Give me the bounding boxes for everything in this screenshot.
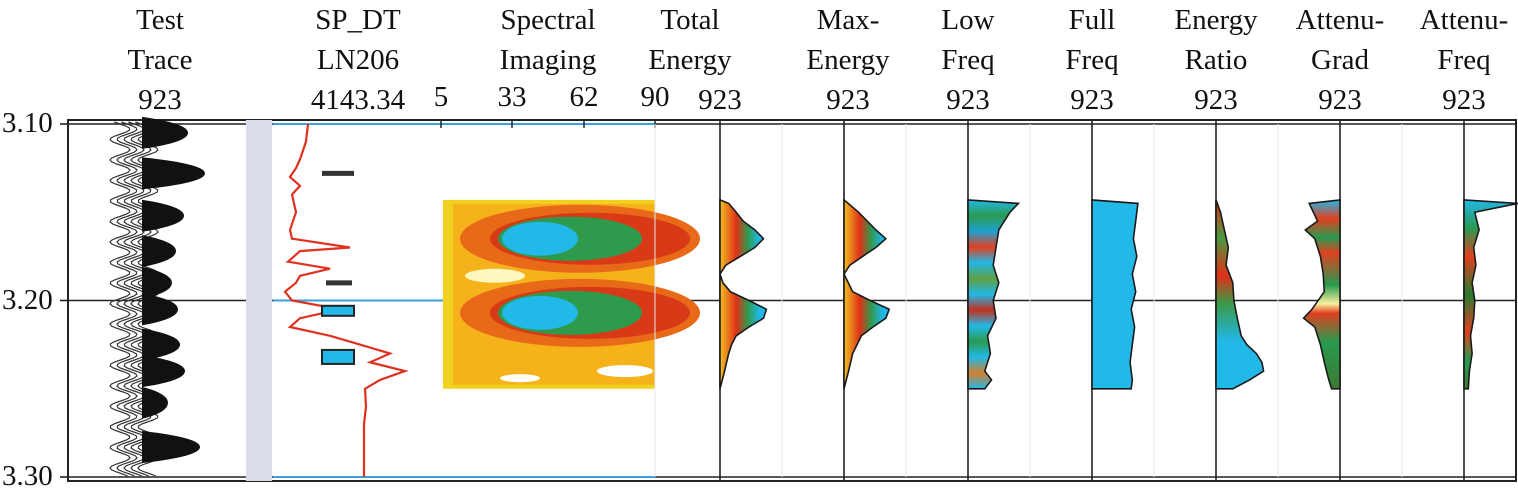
header-attenu-grad: Attenu- Grad 923 (1270, 0, 1410, 120)
header-line: Attenu- (1295, 4, 1385, 36)
header-line: Trace (127, 44, 193, 76)
header-attenu-freq: Attenu- Freq 923 (1394, 0, 1518, 120)
trace-lobe (142, 293, 178, 326)
header-full-freq: Full Freq 923 (1022, 0, 1162, 120)
spectral-highlight (500, 374, 540, 383)
trace-lobe (142, 430, 200, 463)
sp-dt-curve (283, 123, 409, 477)
header-line: Grad (1311, 44, 1369, 76)
attenu-grad-profile (1302, 199, 1341, 390)
energy-ratio-profile (1215, 199, 1265, 390)
header-low-freq: Low Freq 923 (898, 0, 1038, 120)
trace-lobe (142, 266, 172, 299)
freq-tick-label: 33 (497, 81, 527, 113)
header-sp-dt: SP_DT LN206 4143.34 (288, 0, 428, 120)
spectral-imaging-track (443, 199, 700, 389)
header-line: Full (1068, 4, 1116, 36)
trace-lobe (142, 199, 184, 232)
depth-tick-label: 3.30 (2, 460, 53, 492)
test-trace-track (109, 116, 205, 477)
trace-wiggle (116, 121, 138, 477)
trace-wiggle (109, 121, 131, 477)
trace-lobe (142, 157, 205, 190)
freq-tick-label: 90 (640, 81, 670, 113)
depth-tick-label: 3.10 (2, 107, 53, 139)
header-line: 4143.34 (310, 84, 406, 116)
spectral-highlight (465, 268, 525, 283)
header-line: SP_DT (315, 4, 401, 36)
header-line: 923 (826, 84, 870, 116)
full-freq-profile (1091, 199, 1139, 390)
header-line: Freq (1065, 44, 1119, 76)
header-line: Max- (816, 4, 880, 36)
trace-lobe (142, 386, 168, 419)
header-test-trace: Test Trace 923 (90, 0, 230, 120)
header-line: Ratio (1184, 44, 1248, 76)
header-line: Low (941, 4, 995, 36)
header-line: LN206 (316, 44, 400, 76)
header-line: Freq (1437, 44, 1491, 76)
header-energy-ratio: Energy Ratio 923 (1146, 0, 1286, 120)
max-energy-profile (843, 198, 891, 390)
header-line: 923 (698, 84, 742, 116)
header-line: 923 (1194, 84, 1238, 116)
spectral-lower-core (502, 295, 578, 330)
total-energy-profile (719, 198, 768, 390)
header-line: 923 (1442, 84, 1486, 116)
trace-lobe (142, 328, 180, 361)
header-total-energy: Total Energy 923 (620, 0, 760, 120)
header-line: Energy (806, 44, 890, 76)
header-line: Freq (941, 44, 995, 76)
depth-tick-label: 3.20 (2, 283, 53, 316)
sp-marker-box (321, 304, 355, 317)
header-line: Test (136, 4, 184, 36)
header-line: Spectral (500, 4, 596, 36)
header-line: 923 (138, 84, 182, 116)
sp-marker-box (321, 348, 355, 365)
header-line: 923 (946, 84, 990, 116)
trace-lobe (142, 355, 185, 388)
header-max-energy: Max- Energy 923 (778, 0, 918, 120)
header-line: 923 (1318, 84, 1362, 116)
header-spectral: Spectral Imaging (478, 0, 618, 80)
trace-lobe (142, 235, 176, 268)
freq-tick-label: 5 (433, 81, 449, 113)
header-line: Energy (648, 44, 732, 76)
header-line: Imaging (499, 44, 597, 76)
spectral-upper-core (502, 221, 578, 256)
header-line: Energy (1174, 4, 1258, 36)
freq-tick-label: 62 (569, 81, 599, 113)
trace-wiggle (130, 121, 152, 477)
header-line: 923 (1070, 84, 1114, 116)
grey-separator-bar (246, 120, 272, 481)
spectral-highlight (597, 365, 653, 378)
low-freq-profile (967, 199, 1021, 390)
header-line: Total (660, 4, 720, 36)
attenu-freq-profile (1463, 199, 1518, 390)
trace-lobe (142, 116, 188, 149)
header-line: Attenu- (1419, 4, 1509, 36)
